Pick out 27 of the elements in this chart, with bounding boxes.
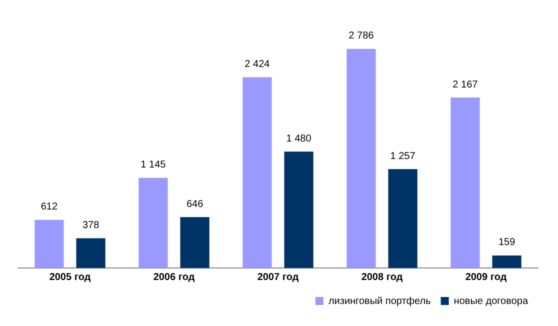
bar <box>242 77 272 268</box>
data-label: 159 <box>498 237 516 248</box>
bar <box>34 220 64 268</box>
x-tick-label: 2009 год <box>465 272 508 283</box>
data-label: 1 145 <box>140 160 166 171</box>
data-label: 2 786 <box>348 30 374 42</box>
data-label: 378 <box>82 220 100 232</box>
data-label: 1 480 <box>286 133 312 144</box>
x-tick-label: 2005 год <box>49 272 92 283</box>
bar <box>180 217 210 268</box>
bar <box>346 48 376 268</box>
data-label: 646 <box>186 198 204 210</box>
bar <box>492 255 522 268</box>
data-label: 2 167 <box>452 79 478 90</box>
legend-label: лизинговый портфель <box>328 296 431 307</box>
x-tick-label: 2007 год <box>257 272 300 283</box>
data-label: 612 <box>40 202 58 213</box>
data-label: 1 257 <box>390 150 416 162</box>
legend-label: новые договора <box>454 296 528 307</box>
bar <box>138 178 168 268</box>
data-label: 2 424 <box>244 59 270 70</box>
x-tick-label: 2008 год <box>361 272 404 283</box>
bar <box>76 238 106 268</box>
x-tick-label: 2006 год <box>153 272 196 283</box>
bar <box>450 98 480 268</box>
bar <box>284 152 314 268</box>
bar <box>388 169 418 268</box>
